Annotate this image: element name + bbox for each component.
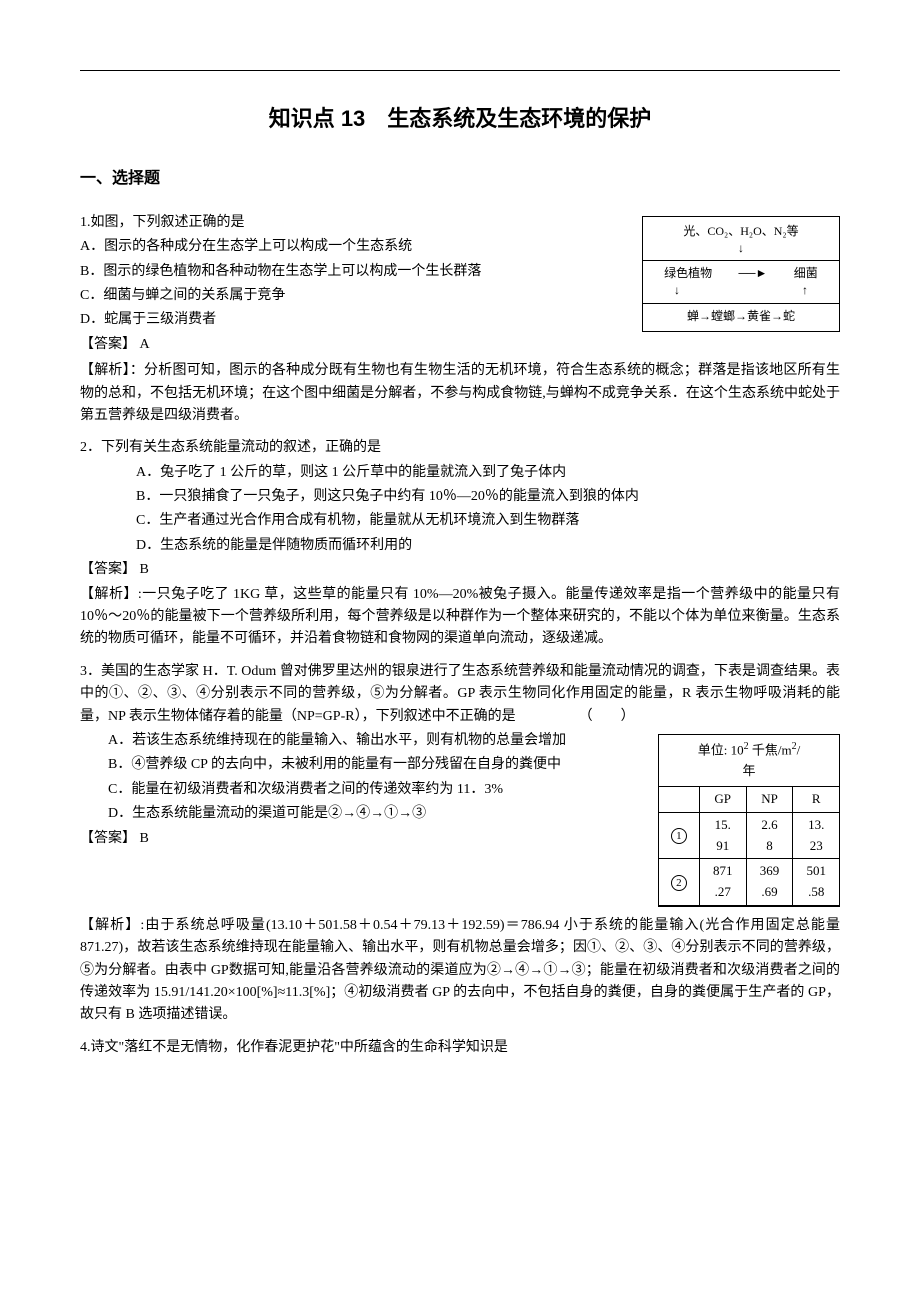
question-2: 2．下列有关生态系统能量流动的叙述，正确的是 A．兔子吃了 1 公斤的草，则这 … — [80, 437, 840, 651]
arrow-down-icon: ↓ — [651, 240, 831, 257]
diagram-food-chain: 蝉→螳螂→黄雀→蛇 — [651, 308, 831, 325]
arrow-up-icon: ↑ — [802, 282, 808, 299]
q3-stem: 3．美国的生态学家 H．T. Odum 曾对佛罗里达州的银泉进行了生态系统营养级… — [80, 661, 840, 728]
q2-answer: 【答案】 B — [80, 559, 840, 581]
table-unit: 单位: 102 千焦/m2/年 — [659, 735, 839, 787]
q1-answer: 【答案】 A — [80, 334, 840, 356]
diagram-mid-row: 绿色植物 ──► 细菌 — [651, 265, 831, 282]
diagram-plant: 绿色植物 — [664, 265, 712, 282]
q1-explanation: 【解析】：分析图可知，图示的各种成分既有生物也有生物生活的无机环境，符合生态系统… — [80, 360, 840, 427]
top-rule — [80, 70, 840, 71]
cell-np: 2.68 — [746, 812, 793, 859]
th-blank — [659, 787, 699, 812]
section-heading: 一、选择题 — [80, 166, 840, 192]
table-row: 1 15.91 2.68 13.23 — [659, 812, 839, 859]
diagram-bacteria: 细菌 — [794, 265, 818, 282]
exp-text: 一只兔子吃了 1KG 草，这些草的能量只有 10%—20%被兔子摄入。能量传递效… — [80, 587, 840, 647]
cell-r: 501.58 — [793, 859, 839, 906]
data-table: GP NP R 1 15.91 2.68 13.23 2 871.27 369.… — [659, 787, 839, 906]
q4-stem: 4.诗文"落红不是无情物，化作春泥更护花"中所蕴含的生命科学知识是 — [80, 1037, 840, 1059]
q3-explanation: 【解析】:由于系统总呼吸量(13.10＋501.58＋0.54＋79.13＋19… — [80, 915, 840, 1027]
cell-gp: 15.91 — [699, 812, 746, 859]
circled-number-icon: 2 — [671, 875, 687, 891]
q1-diagram: 光、CO₂、H₂O、N₂等 ↓ 绿色植物 ──► 细菌 ↓ ↑ 蝉→螳螂→黄雀→… — [642, 216, 840, 332]
exp-label: 【解析】： — [80, 363, 144, 378]
q2-option-b: B．一只狼捕食了一只兔子，则这只兔子中约有 10％—20％的能量流入到狼的体内 — [80, 486, 840, 508]
row-label: 2 — [659, 859, 699, 906]
exp-label: 【解析】: — [80, 587, 142, 602]
exp-label: 【解析】: — [80, 918, 144, 933]
question-3: 3．美国的生态学家 H．T. Odum 曾对佛罗里达州的银泉进行了生态系统营养级… — [80, 661, 840, 1027]
question-1: 光、CO₂、H₂O、N₂等 ↓ 绿色植物 ──► 细菌 ↓ ↑ 蝉→螳螂→黄雀→… — [80, 212, 840, 428]
q2-option-a: A．兔子吃了 1 公斤的草，则这 1 公斤草中的能量就流入到了兔子体内 — [80, 462, 840, 484]
th-np: NP — [746, 787, 793, 812]
cell-gp: 871.27 — [699, 859, 746, 906]
q2-stem: 2．下列有关生态系统能量流动的叙述，正确的是 — [80, 437, 840, 459]
exp-text: 由于系统总呼吸量(13.10＋501.58＋0.54＋79.13＋192.59)… — [80, 918, 840, 1023]
row-label: 1 — [659, 812, 699, 859]
q2-explanation: 【解析】:一只兔子吃了 1KG 草，这些草的能量只有 10%—20%被兔子摄入。… — [80, 584, 840, 651]
page-title: 知识点 13 生态系统及生态环境的保护 — [80, 101, 840, 136]
th-r: R — [793, 787, 839, 812]
diagram-top-row: 光、CO₂、H₂O、N₂等 — [651, 223, 831, 240]
arrow-right-icon: ──► — [739, 265, 768, 282]
q3-table: 单位: 102 千焦/m2/年 GP NP R 1 15.91 2.68 13.… — [658, 734, 840, 907]
exp-text: 分析图可知，图示的各种成分既有生物也有生物生活的无机环境，符合生态系统的概念；群… — [80, 363, 840, 423]
diagram-divider — [643, 303, 839, 304]
circled-number-icon: 1 — [671, 828, 687, 844]
cell-np: 369.69 — [746, 859, 793, 906]
table-header-row: GP NP R — [659, 787, 839, 812]
table-row: 2 871.27 369.69 501.58 — [659, 859, 839, 906]
diagram-divider — [643, 260, 839, 261]
question-4: 4.诗文"落红不是无情物，化作春泥更护花"中所蕴含的生命科学知识是 — [80, 1037, 840, 1059]
q2-option-c: C．生产者通过光合作用合成有机物，能量就从无机环境流入到生物群落 — [80, 510, 840, 532]
th-gp: GP — [699, 787, 746, 812]
diagram-mid-arrows: ↓ ↑ — [651, 282, 831, 299]
cell-r: 13.23 — [793, 812, 839, 859]
arrow-down-icon: ↓ — [674, 282, 680, 299]
q2-option-d: D．生态系统的能量是伴随物质而循环利用的 — [80, 535, 840, 557]
